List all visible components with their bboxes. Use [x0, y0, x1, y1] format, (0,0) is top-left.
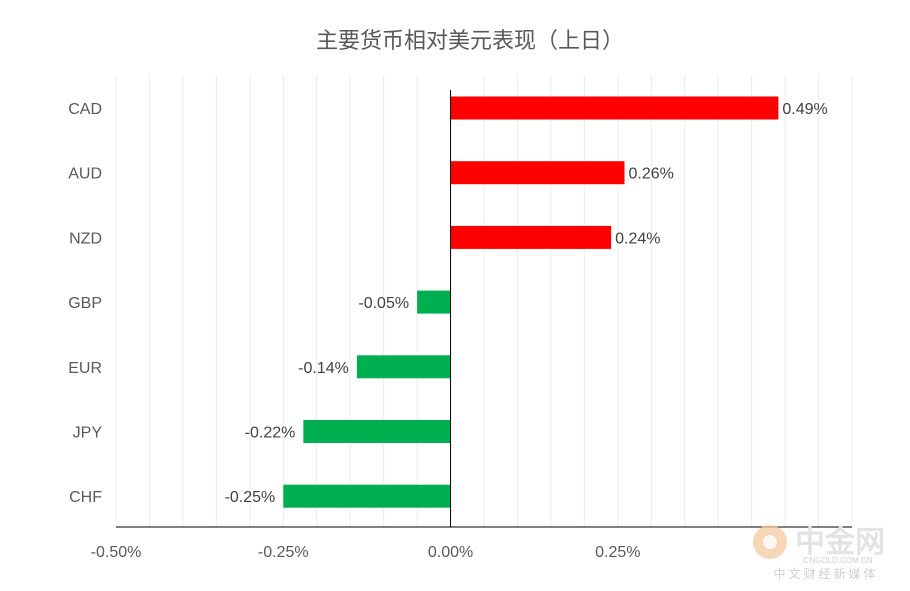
bar-cad — [450, 96, 779, 120]
watermark-subtitle: 中文财经新媒体 — [773, 566, 878, 581]
x-tick-label: -0.25% — [258, 544, 309, 561]
bars — [283, 96, 779, 508]
data-label: -0.22% — [245, 425, 296, 442]
data-label: 0.49% — [782, 101, 827, 118]
category-label: EUR — [68, 360, 102, 377]
chart-title: 主要货币相对美元表现（上日） — [316, 29, 624, 54]
bar-eur — [356, 355, 451, 379]
bar-gbp — [417, 290, 451, 314]
category-label: CHF — [69, 489, 102, 506]
category-label: NZD — [69, 230, 102, 247]
data-labels: 0.49% 0.26% 0.24% -0.05% -0.14% -0.22% -0.25% — [225, 101, 828, 506]
category-label: JPY — [73, 425, 103, 442]
bar-aud — [450, 161, 625, 185]
category-label: AUD — [68, 166, 102, 183]
data-label: 0.24% — [615, 230, 660, 247]
x-tick-label: 0.25% — [595, 544, 640, 561]
x-tick-label: 0.00% — [428, 544, 473, 561]
bar-jpy — [303, 420, 451, 443]
grid-lines — [115, 75, 853, 527]
category-label: GBP — [68, 295, 102, 312]
bar-nzd — [450, 225, 612, 249]
x-tick-label: -0.50% — [91, 544, 142, 561]
watermark-brand: 中金网 — [795, 525, 885, 560]
bar-chf — [283, 484, 451, 508]
watermark-logo: 中金网 CNGOLD.COM.CN 中文财经新媒体 — [753, 525, 885, 581]
data-label: -0.25% — [225, 489, 276, 506]
category-labels: CAD AUD NZD GBP EUR JPY CHF — [68, 101, 102, 506]
data-label: -0.14% — [298, 360, 349, 377]
data-label: 0.26% — [629, 166, 674, 183]
category-label: CAD — [68, 101, 102, 118]
watermark-url: CNGOLD.COM.CN — [804, 556, 873, 565]
data-label: -0.05% — [358, 295, 409, 312]
logo-inner-icon — [763, 535, 777, 549]
x-tick-labels: -0.50% -0.25% 0.00% 0.25% — [91, 544, 641, 561]
axes — [116, 90, 852, 528]
